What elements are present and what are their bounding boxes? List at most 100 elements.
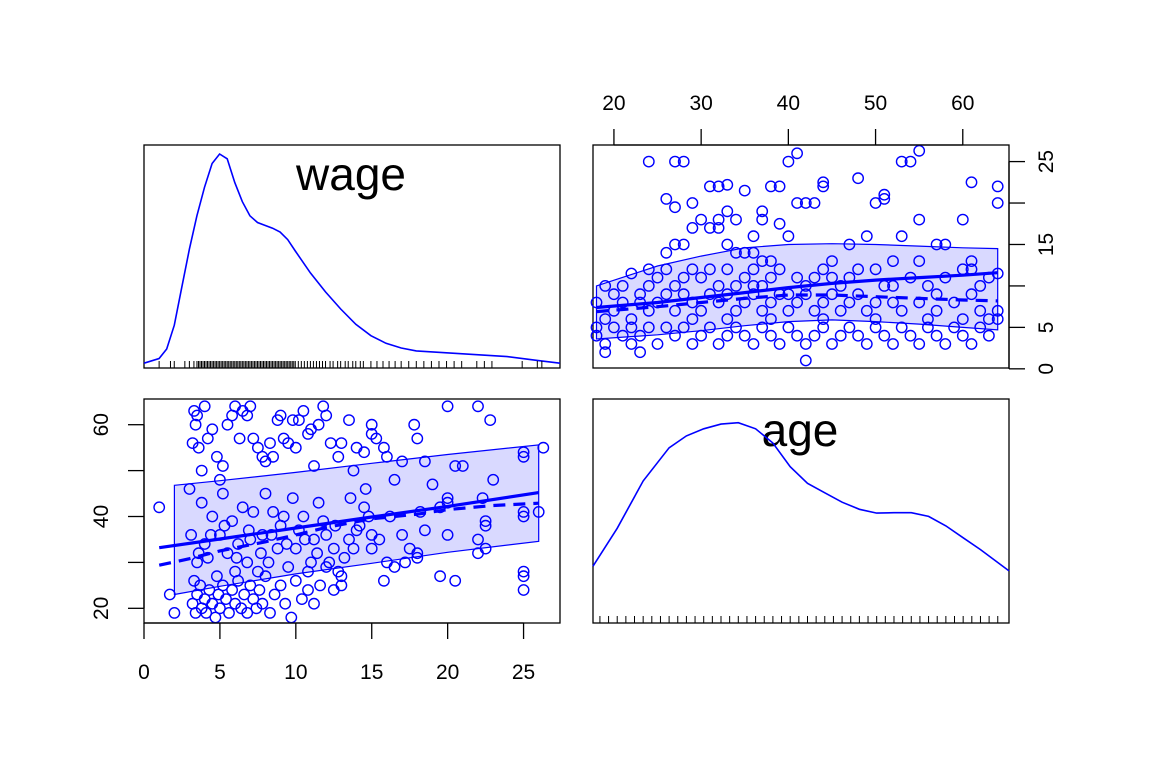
wage-vs-age-point — [956, 329, 969, 342]
wage-vs-age-point — [869, 197, 882, 209]
wage-vs-age-point — [747, 246, 760, 259]
wage-vs-age-point — [730, 321, 742, 334]
age-vs-wage-point — [312, 418, 325, 431]
age-vs-wage-point — [358, 501, 370, 514]
bottom-axis-tick-label: 10 — [284, 661, 307, 684]
wage-vs-age-point — [895, 304, 908, 317]
wage-vs-age-point — [704, 180, 716, 193]
age-vs-wage-point — [218, 519, 231, 532]
wage-vs-age-point — [904, 329, 917, 342]
bottom-axis-tick-label: 25 — [512, 661, 535, 684]
left-axis-tick-label: 20 — [90, 597, 113, 620]
age-vs-wage-smoother — [158, 491, 539, 550]
age-vs-wage-point — [472, 547, 484, 560]
age-vs-wage-point — [311, 547, 323, 560]
wage-vs-age-point — [878, 188, 891, 201]
age-vs-wage-point — [206, 597, 219, 610]
wage-vs-age-point — [939, 238, 952, 251]
age-vs-wage-point — [517, 584, 530, 596]
wage-vs-age-point — [930, 238, 943, 251]
wage-vs-age-smoother-dashed — [596, 293, 998, 314]
age-vs-wage-point — [411, 551, 424, 564]
age-vs-wage-point — [377, 574, 390, 587]
wage-vs-age-point — [738, 271, 751, 284]
wage-vs-age-point — [791, 197, 803, 209]
age-vs-wage-smoother-dashed — [158, 501, 539, 567]
wage-vs-age-point — [660, 288, 673, 301]
age-vs-wage-point — [343, 414, 355, 426]
age-vs-wage-point — [449, 574, 462, 587]
wage-vs-age-point — [808, 329, 821, 342]
left-axis-tick-label: 60 — [90, 413, 113, 436]
age-vs-wage-point — [396, 455, 408, 468]
wage-vs-age-point — [869, 313, 882, 325]
wage-vs-age-point — [765, 329, 777, 342]
wage-vs-age-point — [686, 221, 699, 234]
age-vs-wage-point — [479, 519, 492, 532]
wage-vs-age-point — [712, 213, 725, 226]
age-vs-wage-point — [247, 432, 260, 445]
wage-vs-age-point — [608, 321, 620, 334]
age-vs-wage-point — [517, 446, 530, 459]
wage-vs-age-point — [660, 192, 673, 205]
age-vs-wage-point — [256, 597, 269, 610]
wage-vs-age-point — [747, 230, 760, 243]
wage-vs-age-point — [590, 296, 603, 309]
age-vs-wage-point — [251, 441, 264, 454]
wage-vs-age-point — [677, 271, 690, 284]
wage-vs-age-point — [704, 221, 716, 234]
age-vs-wage-point — [216, 460, 229, 472]
age-vs-wage-point — [191, 409, 204, 422]
wage-vs-age-point — [642, 279, 655, 292]
bottom-axis-tick-label: 0 — [138, 661, 150, 684]
age-vs-wage-point — [347, 464, 360, 477]
wage-vs-age-point — [913, 338, 926, 350]
wage-vs-age-point — [826, 255, 838, 268]
wage-vs-age-point — [773, 338, 786, 350]
wage-vs-age-point — [869, 296, 882, 309]
wage-vs-age-point — [625, 321, 638, 334]
wage-vs-age-point — [625, 338, 638, 350]
wage-vs-age-point — [965, 288, 978, 301]
wage-vs-age-point — [721, 238, 734, 251]
age-vs-wage-point — [210, 450, 223, 463]
wage-vs-age-point — [686, 338, 699, 350]
wage-vs-age-point — [808, 197, 821, 209]
age-vs-wage-point — [198, 538, 211, 550]
age-vs-wage-point — [517, 505, 530, 518]
wage-vs-age-point — [965, 338, 978, 350]
age-vs-wage-point — [332, 565, 345, 578]
wage-vs-age-point — [590, 329, 603, 342]
wage-vs-age-point — [948, 296, 960, 309]
age-vs-wage-point — [220, 593, 232, 605]
age-vs-wage-point — [295, 593, 308, 605]
wage-vs-age-point — [791, 329, 803, 342]
wage-vs-age-point — [782, 304, 795, 317]
age-vs-wage-point — [286, 492, 299, 504]
wage-vs-age-point — [669, 329, 681, 342]
age-vs-wage-point — [194, 579, 207, 592]
wage-vs-age-point — [642, 304, 655, 317]
age-vs-wage-point — [308, 460, 320, 472]
age-vs-wage-point — [472, 533, 484, 546]
age-vs-wage-point — [297, 404, 310, 417]
age-vs-wage-point — [332, 450, 345, 463]
age-vs-wage-point — [233, 432, 246, 445]
wage-vs-age-point — [738, 184, 751, 197]
wage-vs-age-point — [878, 329, 891, 342]
age-density-panel — [592, 398, 1010, 624]
age-vs-wage-point — [434, 570, 446, 583]
age-vs-wage-point — [223, 607, 235, 619]
wage-vs-age-point — [808, 271, 821, 284]
wage-vs-age-point — [730, 213, 742, 226]
wage-vs-age-point — [948, 321, 960, 334]
age-vs-wage-point — [264, 607, 276, 619]
age-vs-wage-point — [418, 455, 431, 468]
wage-vs-age-point — [817, 176, 830, 189]
wage-vs-age-point — [791, 271, 803, 284]
wage-vs-age-point — [791, 296, 803, 309]
wage-vs-age-point — [642, 155, 655, 168]
wage-vs-age-point — [704, 263, 716, 276]
wage-vs-age-point — [834, 329, 847, 342]
wage-vs-age-point — [895, 230, 908, 243]
